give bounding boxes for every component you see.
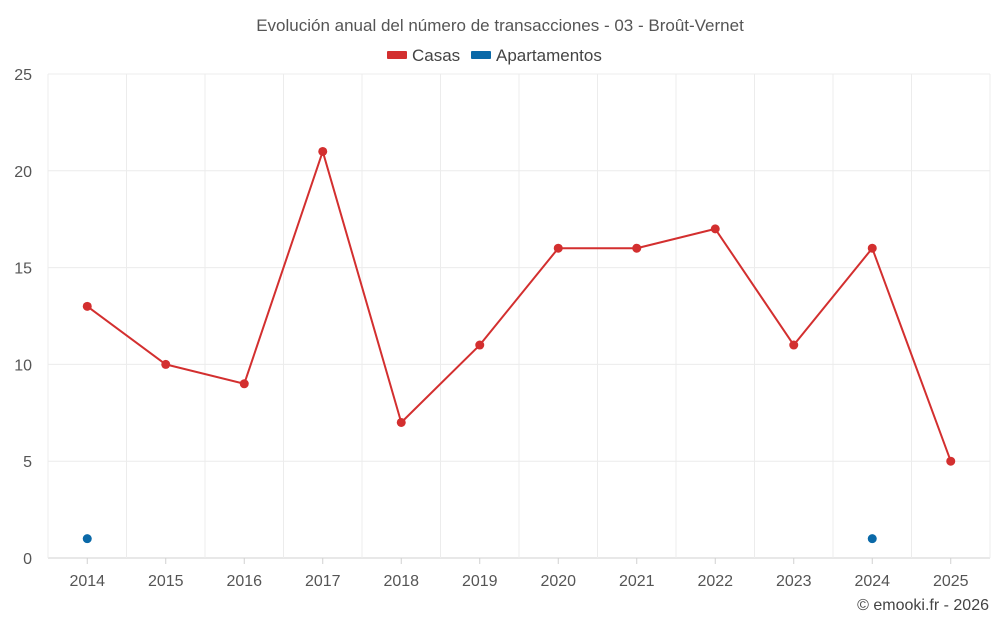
data-point-casas[interactable] — [789, 340, 799, 350]
grid — [47, 73, 991, 559]
series-apartamentos — [82, 534, 877, 544]
data-point-casas[interactable] — [161, 359, 171, 369]
y-tick-label: 10 — [14, 357, 32, 374]
data-point-casas[interactable] — [239, 379, 249, 389]
x-axis-ticks: 2014 2015 2016 2017 2018 2019 2020 2021 2022 2023… — [69, 558, 969, 590]
x-tick-label: 2020 — [540, 573, 576, 590]
y-axis-ticks: 0 5 10 15 20 25 — [14, 67, 32, 568]
legend-item-casas[interactable]: Casas — [387, 46, 460, 65]
data-point-apartamentos[interactable] — [82, 534, 92, 544]
y-tick-label: 15 — [14, 261, 32, 278]
data-point-casas[interactable] — [710, 224, 720, 234]
data-point-casas[interactable] — [396, 417, 406, 427]
data-point-casas[interactable] — [867, 243, 877, 253]
legend-item-apartamentos[interactable]: Apartamentos — [471, 46, 602, 65]
y-tick-label: 0 — [23, 551, 32, 568]
x-tick-label: 2025 — [933, 573, 969, 590]
y-tick-label: 5 — [23, 454, 32, 471]
series-line-casas — [86, 150, 952, 462]
data-point-casas[interactable] — [475, 340, 485, 350]
legend-label-apartamentos: Apartamentos — [496, 46, 602, 65]
chart-title: Evolución anual del número de transaccio… — [256, 16, 744, 35]
y-tick-label: 25 — [14, 67, 32, 84]
data-point-apartamentos[interactable] — [867, 534, 877, 544]
x-tick-label: 2014 — [69, 573, 105, 590]
data-point-casas[interactable] — [82, 301, 92, 311]
data-point-casas[interactable] — [553, 243, 563, 253]
data-point-casas[interactable] — [946, 456, 956, 466]
data-point-casas[interactable] — [318, 146, 328, 156]
x-tick-label: 2015 — [148, 573, 184, 590]
legend-swatch-apartamentos — [471, 51, 491, 59]
x-tick-label: 2023 — [776, 573, 812, 590]
x-tick-label: 2024 — [854, 573, 890, 590]
legend-label-casas: Casas — [412, 46, 460, 65]
x-tick-label: 2022 — [697, 573, 733, 590]
series-layer — [82, 146, 956, 544]
x-tick-label: 2018 — [383, 573, 419, 590]
legend-swatch-casas — [387, 51, 407, 59]
series-casas — [82, 146, 956, 466]
x-tick-label: 2017 — [305, 573, 341, 590]
x-tick-label: 2016 — [226, 573, 262, 590]
credit-text: © emooki.fr - 2026 — [857, 597, 989, 614]
data-point-casas[interactable] — [632, 243, 642, 253]
x-tick-label: 2019 — [462, 573, 498, 590]
y-tick-label: 20 — [14, 164, 32, 181]
x-tick-label: 2021 — [619, 573, 655, 590]
legend: Casas Apartamentos — [387, 46, 602, 65]
